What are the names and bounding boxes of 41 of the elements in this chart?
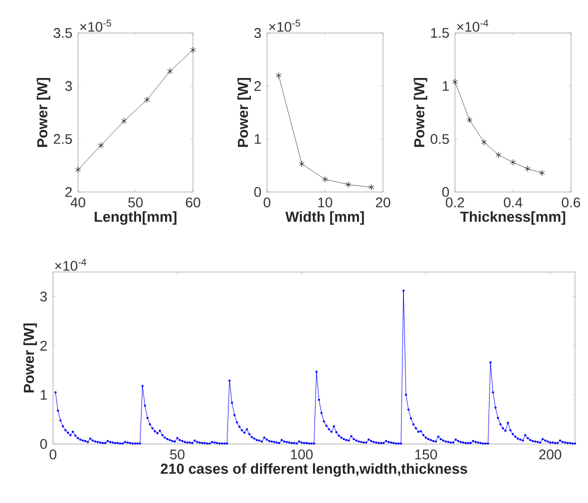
text: ×10$^{-5}$: [269, 20, 300, 32]
y-tick-label: 0.5: [430, 134, 449, 144]
y-tick-label: 1.5: [431, 28, 449, 38]
y-tick-label: 3.5: [54, 28, 72, 38]
x-axis-title: Width [mm]: [285, 211, 364, 225]
y-axis-title: Power [W]: [23, 324, 37, 392]
text: ×10$^{-5}$: [80, 20, 112, 32]
y-axis-title: Power [W]: [237, 78, 251, 147]
x-tick-label: 200: [539, 450, 562, 460]
x-tick-label: 0: [264, 197, 270, 208]
x-tick-label: 50: [128, 198, 143, 208]
y-tick-label: 3: [254, 28, 261, 38]
y-tick-label: 0: [442, 187, 449, 197]
y-tick-label: 1: [442, 81, 449, 91]
x-tick-label: 20: [376, 197, 390, 208]
x-tick-label: 50: [170, 450, 185, 460]
x-axis-title: Thickness[mm]: [460, 211, 566, 225]
x-axis-title: Length[mm]: [94, 211, 176, 225]
x-axis-title: 210 cases of different length,width,thickness: [160, 463, 468, 477]
y-axis-title: Power [W]: [36, 78, 50, 147]
y-tick-label: 3: [65, 81, 72, 91]
y-tick-label: 0: [40, 439, 47, 449]
x-tick-label: 0.4: [504, 197, 522, 208]
y-tick-label: 2: [254, 81, 261, 91]
y-tick-label: 1: [254, 134, 261, 144]
x-tick-label: 40: [70, 198, 86, 208]
y-tick-label: 0: [254, 187, 261, 197]
y-tick-label: 2.5: [54, 134, 72, 144]
y-tick-label: 2: [65, 187, 72, 197]
y-tick-label: 2: [40, 340, 47, 351]
x-tick-label: 0.6: [562, 197, 580, 208]
x-tick-label: 60: [186, 198, 200, 208]
x-tick-label: 100: [291, 450, 313, 460]
text: ×10$^{-4}$: [457, 20, 488, 32]
x-tick-label: 0.2: [446, 197, 464, 208]
y-axis-title: Power [W]: [414, 78, 428, 147]
x-tick-label: 150: [415, 450, 437, 460]
text: ×10$^{-4}$: [55, 258, 86, 271]
y-tick-label: 1: [40, 390, 47, 400]
y-tick-label: 3: [40, 292, 47, 302]
x-tick-label: 10: [318, 197, 332, 208]
